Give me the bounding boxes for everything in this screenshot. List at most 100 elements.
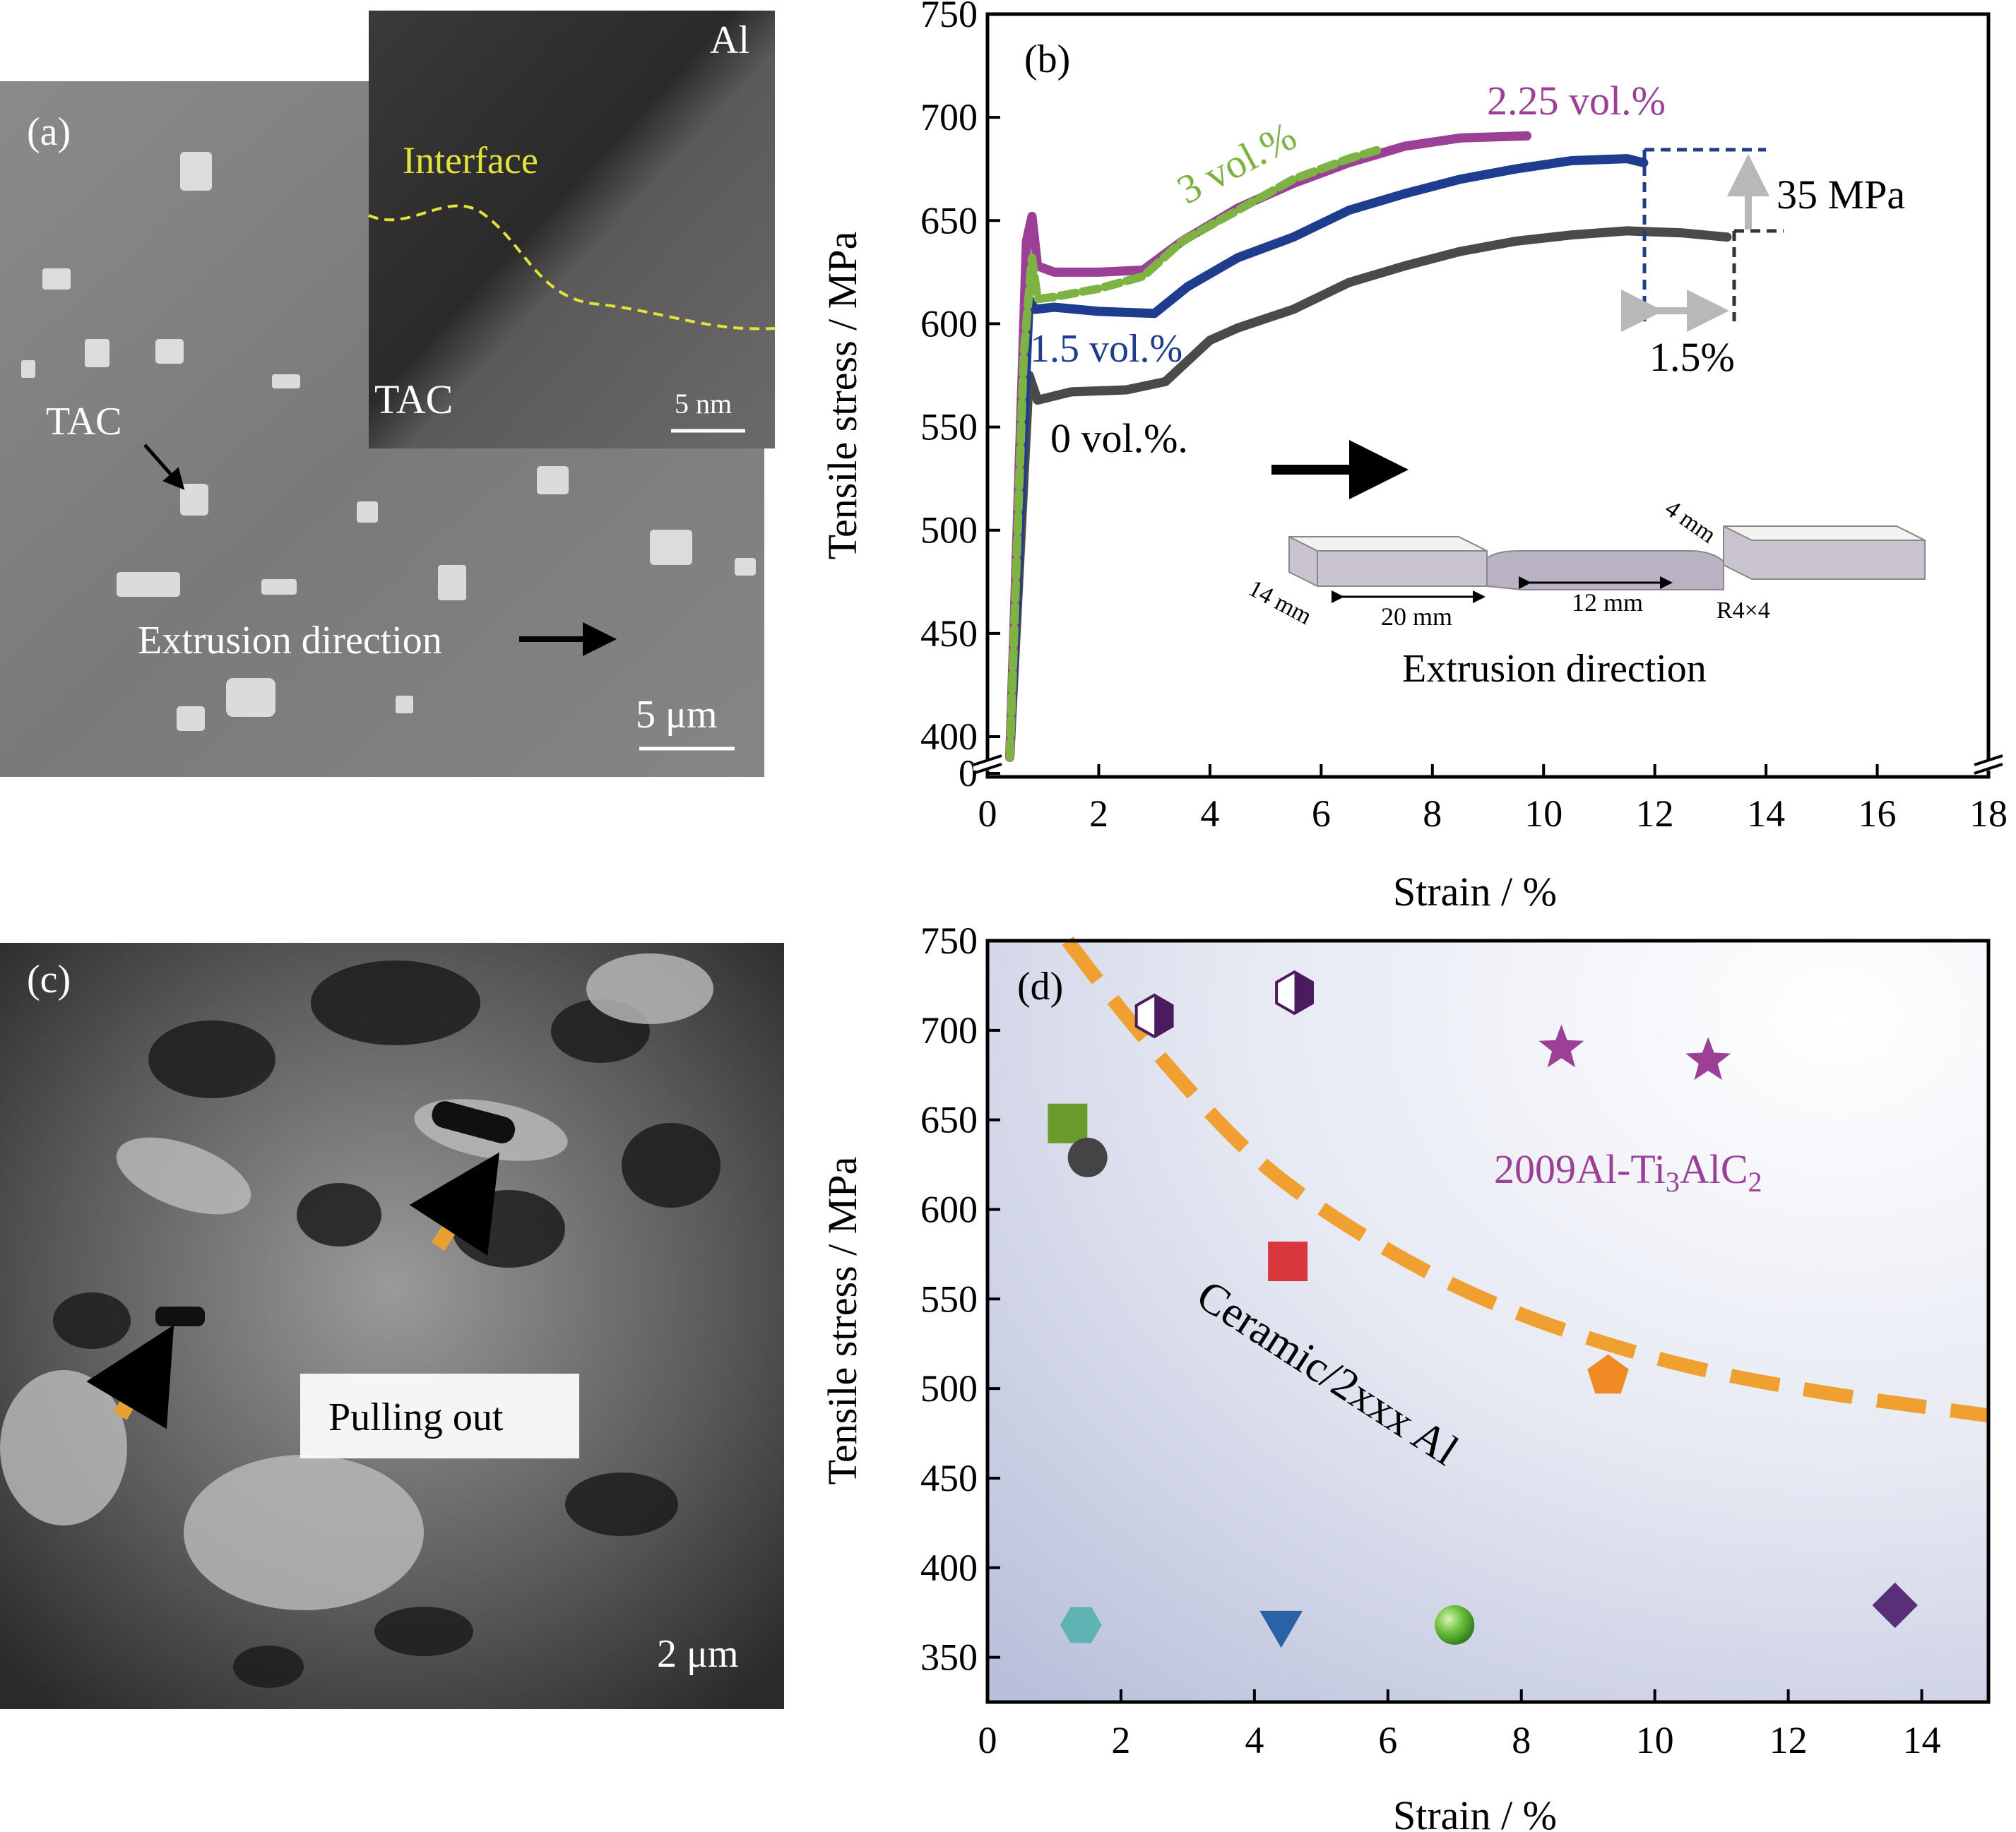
- data-point-hexagon-half: [1134, 993, 1174, 1039]
- material-label: 2009Al-Ti3AlC2: [1494, 1146, 1762, 1198]
- y-tick-label: 350: [920, 1636, 978, 1679]
- x-tick-label: 4: [1200, 792, 1219, 835]
- plot-frame: [985, 939, 1991, 1704]
- x-tick-label: 14: [1747, 792, 1785, 835]
- extrusion-direction-label: Extrusion direction: [138, 619, 442, 662]
- x-tick-label: 14: [1903, 1719, 1941, 1761]
- stress-gain-label: 35 MPa: [1777, 172, 1905, 218]
- y-tick-label: 500: [920, 509, 978, 552]
- plot-background: [988, 941, 1988, 1702]
- data-point-star: [1538, 1024, 1584, 1068]
- y-tick-label: 400: [920, 715, 978, 758]
- y-axis-label: Tensile stress / MPa: [819, 1157, 865, 1485]
- data-point-sphere: [1435, 1605, 1475, 1645]
- strain-gain-label: 1.5%: [1649, 334, 1735, 380]
- y-tick-label: 600: [920, 302, 978, 345]
- x-tick-label: 6: [1378, 1719, 1397, 1761]
- tac-particles: [21, 152, 756, 731]
- panel-c-label: (c): [27, 958, 71, 1001]
- scale-label: 5 μm: [636, 693, 718, 737]
- series-line-1: [1005, 154, 1649, 762]
- x-tick-label: 10: [1524, 792, 1563, 835]
- y-tick-label: 600: [920, 1188, 978, 1230]
- panel-d-label: (d): [1017, 965, 1063, 1009]
- y-axis: 350 400 450 500 550 600 650 700 750: [920, 920, 1000, 1679]
- pulling-out-label: Pulling out: [328, 1396, 504, 1439]
- legend-label-2-25: 2.25 vol.%: [1487, 78, 1666, 124]
- dim-20mm: 20 mm: [1381, 602, 1452, 631]
- y-tick-label: 750: [920, 920, 978, 962]
- y-tick-label: 550: [920, 1278, 978, 1320]
- inset-interface-label: Interface: [403, 139, 538, 182]
- gain-annotation: [1621, 148, 1784, 332]
- x-tick-label: 12: [1636, 792, 1674, 835]
- x-tick-label: 18: [1969, 792, 2008, 835]
- tac-label: TAC: [46, 400, 122, 444]
- inset-scale-label: 5 nm: [675, 388, 732, 420]
- x-axis: 0 2 4 6 8 10 12 14: [978, 1689, 1941, 1761]
- x-tick-label: 10: [1636, 1719, 1674, 1761]
- x-tick-label: 0: [978, 792, 997, 835]
- pulled-particle-2: [155, 1307, 205, 1326]
- specimen-direction-label: Extrusion direction: [1402, 647, 1707, 691]
- data-point-hexagon: [1060, 1607, 1102, 1643]
- y-tick-label: 550: [920, 406, 978, 448]
- series-line-0: [1005, 226, 1732, 762]
- panel-c-scale-label: 2 μm: [657, 1632, 739, 1676]
- x-axis-label: Strain / %: [1393, 1792, 1557, 1832]
- points-group: [1048, 970, 1918, 1648]
- axis-break: [973, 754, 2003, 775]
- series-group: [1005, 131, 1732, 762]
- x-tick-label: 8: [1512, 1719, 1531, 1761]
- x-tick-label: 2: [1111, 1719, 1130, 1761]
- inset-label-al: Al: [710, 18, 749, 62]
- data-point-diamond: [1872, 1582, 1918, 1629]
- pulling-out-box: [300, 1374, 579, 1458]
- orange-arrow-1: [409, 1152, 500, 1256]
- data-point-star: [1685, 1037, 1731, 1081]
- data-point-hexagon-half: [1275, 970, 1314, 1016]
- x-tick-label: 16: [1858, 792, 1897, 835]
- tac-arrow: [143, 444, 185, 490]
- pulled-particle-1: [432, 1101, 516, 1143]
- panel-b-label: (b): [1024, 37, 1070, 81]
- data-point-pentagon: [1587, 1354, 1629, 1394]
- interface-line: [368, 204, 776, 331]
- y-tick-label: 700: [920, 96, 978, 138]
- panel-a-micrograph: Al Interface TAC 5 nm (a) TAC Extrusion …: [0, 11, 776, 777]
- x-tick-label: 12: [1769, 1719, 1808, 1761]
- x-axis: 0 2 4 6 8 10 12 14 16 18: [978, 764, 2008, 835]
- x-tick-label: 0: [978, 1719, 997, 1761]
- legend-label-0: 0 vol.%.: [1050, 415, 1188, 461]
- y-tick-label: 700: [920, 1009, 978, 1052]
- dim-12mm: 12 mm: [1572, 588, 1643, 617]
- y-tick-label: 500: [920, 1367, 978, 1410]
- y-tick-label: 650: [920, 1099, 978, 1141]
- x-tick-label: 8: [1423, 792, 1442, 835]
- legend-label-1-5: 1.5 vol.%: [1030, 327, 1182, 371]
- x-tick-label: 4: [1245, 1719, 1264, 1761]
- x-axis-label: Strain / %: [1393, 869, 1557, 915]
- panel-a-label: (a): [27, 110, 71, 154]
- data-point-square: [1048, 1103, 1088, 1143]
- y-tick-label: 750: [920, 0, 978, 35]
- hrtem-inset: [369, 11, 775, 448]
- specimen-sketch: [1288, 525, 1926, 603]
- y-tick-label: 450: [920, 612, 978, 655]
- dimples: [53, 960, 721, 1688]
- x-tick-label: 2: [1089, 792, 1108, 835]
- inset-label-tac: TAC: [374, 376, 453, 422]
- data-point-square: [1268, 1242, 1308, 1282]
- orange-arrow-2: [86, 1325, 174, 1429]
- x-tick-label: 6: [1312, 792, 1331, 835]
- series-line-3: [1005, 145, 1382, 762]
- y-tick-label: 650: [920, 199, 978, 242]
- panel-c-fractograph: Pulling out (c) 2 μm: [0, 943, 784, 1709]
- dim-r4x4: R4×4: [1716, 597, 1770, 624]
- trend-curve: [1062, 936, 1990, 1423]
- data-point-triangle-down: [1259, 1610, 1303, 1648]
